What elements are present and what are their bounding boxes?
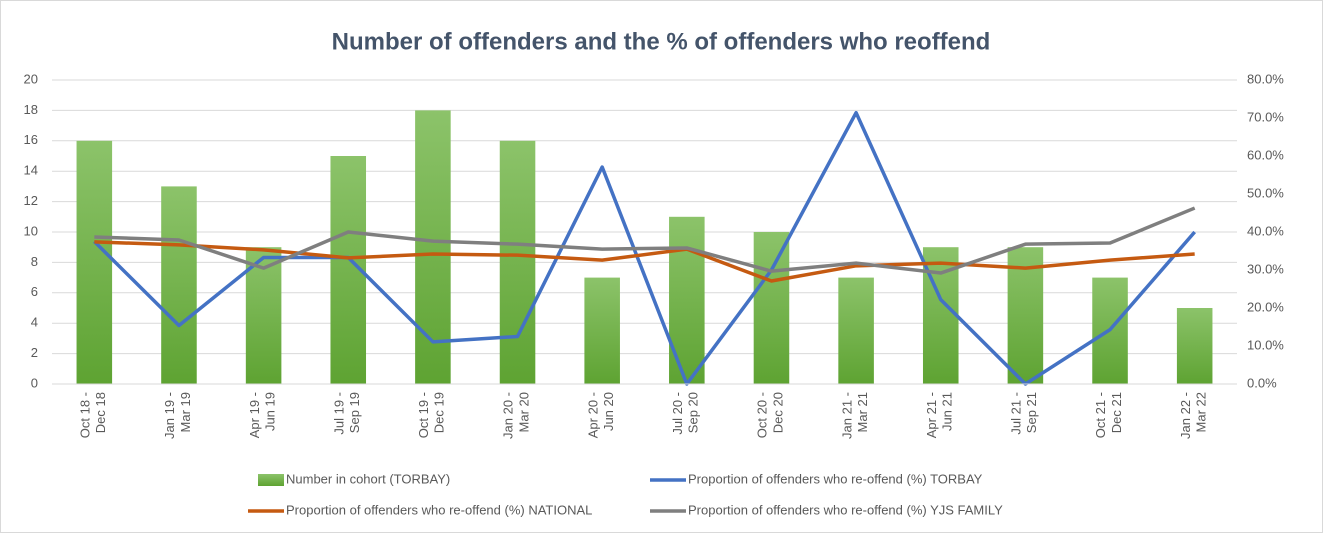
x-tick-line: Sep 21: [1025, 392, 1040, 433]
x-tick-label: Jan 19 -Mar 19: [163, 392, 194, 439]
y2-tick-label: 10.0%: [1247, 337, 1284, 352]
x-tick-line: Jun 20: [601, 392, 616, 431]
x-tick-label: Oct 18 -Dec 18: [78, 392, 109, 438]
y-tick-label: 20: [24, 71, 38, 86]
x-tick-line: Mar 20: [517, 392, 532, 432]
x-tick-label: Jul 21 -Sep 21: [1009, 392, 1040, 435]
x-tick-line: Apr 21 -: [924, 392, 939, 438]
y2-tick-label: 70.0%: [1247, 109, 1284, 124]
x-tick-label: Apr 19 -Jun 19: [247, 392, 278, 438]
bar: [245, 247, 282, 384]
x-tick-line: Dec 20: [771, 392, 786, 433]
y-tick-label: 16: [24, 132, 38, 147]
line-series: [94, 240, 1195, 283]
bar: [76, 140, 113, 384]
chart-title: Number of offenders and the % of offende…: [332, 28, 991, 55]
x-tick-label: Oct 20 -Dec 20: [755, 392, 786, 438]
x-tick-line: Mar 22: [1194, 392, 1209, 432]
y2-tick-label: 80.0%: [1247, 71, 1284, 86]
x-tick-line: Jan 19 -: [163, 392, 178, 439]
x-tick-line: Oct 19 -: [417, 392, 432, 438]
x-tick-line: Jan 21 -: [840, 392, 855, 439]
bar: [584, 277, 620, 384]
bar: [1176, 308, 1213, 384]
y-tick-label: 8: [31, 254, 38, 269]
line-series: [93, 110, 1197, 386]
x-tick-line: Dec 19: [432, 392, 447, 433]
x-tick-label: Oct 21 -Dec 21: [1094, 392, 1125, 438]
legend-swatch: [258, 474, 284, 486]
y2-tick-label: 0.0%: [1247, 375, 1277, 390]
x-tick-label: Apr 21 -Jun 21: [924, 392, 955, 438]
x-tick-line: Jul 20 -: [670, 392, 685, 435]
bar: [415, 110, 451, 385]
x-tick-line: Dec 21: [1109, 392, 1124, 433]
x-tick-line: Oct 18 -: [78, 392, 93, 438]
x-tick-line: Jul 19 -: [332, 392, 347, 435]
y2-tick-label: 50.0%: [1247, 185, 1284, 200]
bar: [838, 277, 874, 384]
y2-tick-label: 60.0%: [1247, 147, 1284, 162]
y-tick-label: 12: [24, 193, 38, 208]
bar: [669, 216, 705, 384]
x-tick-line: Sep 19: [347, 392, 362, 433]
bar: [1007, 247, 1044, 384]
y2-tick-label: 40.0%: [1247, 223, 1284, 238]
x-tick-label: Jan 22 -Mar 22: [1178, 392, 1209, 439]
x-tick-line: Jul 21 -: [1009, 392, 1024, 435]
bar: [161, 186, 197, 384]
x-tick-label: Apr 20 -Jun 20: [586, 392, 617, 438]
x-tick-label: Oct 19 -Dec 19: [417, 392, 448, 438]
y-tick-label: 10: [24, 223, 38, 238]
line-series: [94, 206, 1196, 275]
legend-label: Proportion of offenders who re-offend (%…: [688, 471, 983, 486]
x-tick-line: Mar 21: [855, 392, 870, 432]
x-tick-line: Oct 21 -: [1094, 392, 1109, 438]
y-tick-label: 6: [31, 284, 38, 299]
x-tick-label: Jul 20 -Sep 20: [670, 392, 701, 435]
y2-tick-label: 20.0%: [1247, 299, 1284, 314]
x-tick-line: Apr 20 -: [586, 392, 601, 438]
x-tick-label: Jan 21 -Mar 21: [840, 392, 871, 439]
legend-label: Number in cohort (TORBAY): [286, 471, 450, 486]
y-tick-label: 0: [31, 375, 38, 390]
x-tick-line: Jun 19: [263, 392, 278, 431]
x-tick-line: Jan 20 -: [501, 392, 516, 439]
x-tick-line: Mar 19: [178, 392, 193, 432]
legend-label: Proportion of offenders who re-offend (%…: [688, 502, 1003, 517]
x-tick-line: Sep 20: [686, 392, 701, 433]
y-tick-label: 2: [31, 345, 38, 360]
y-tick-label: 4: [31, 315, 38, 330]
y-tick-label: 18: [24, 102, 38, 117]
x-tick-line: Apr 19 -: [247, 392, 262, 438]
x-tick-line: Jan 22 -: [1178, 392, 1193, 439]
legend-label: Proportion of offenders who re-offend (%…: [286, 502, 592, 517]
x-tick-line: Dec 18: [94, 392, 109, 433]
x-tick-line: Jun 21: [940, 392, 955, 431]
bar: [753, 232, 790, 384]
x-tick-line: Oct 20 -: [755, 392, 770, 438]
bar: [499, 140, 536, 384]
y2-tick-label: 30.0%: [1247, 261, 1284, 276]
x-tick-label: Jul 19 -Sep 19: [332, 392, 363, 435]
x-tick-label: Jan 20 -Mar 20: [501, 392, 532, 439]
y-tick-label: 14: [24, 163, 38, 178]
